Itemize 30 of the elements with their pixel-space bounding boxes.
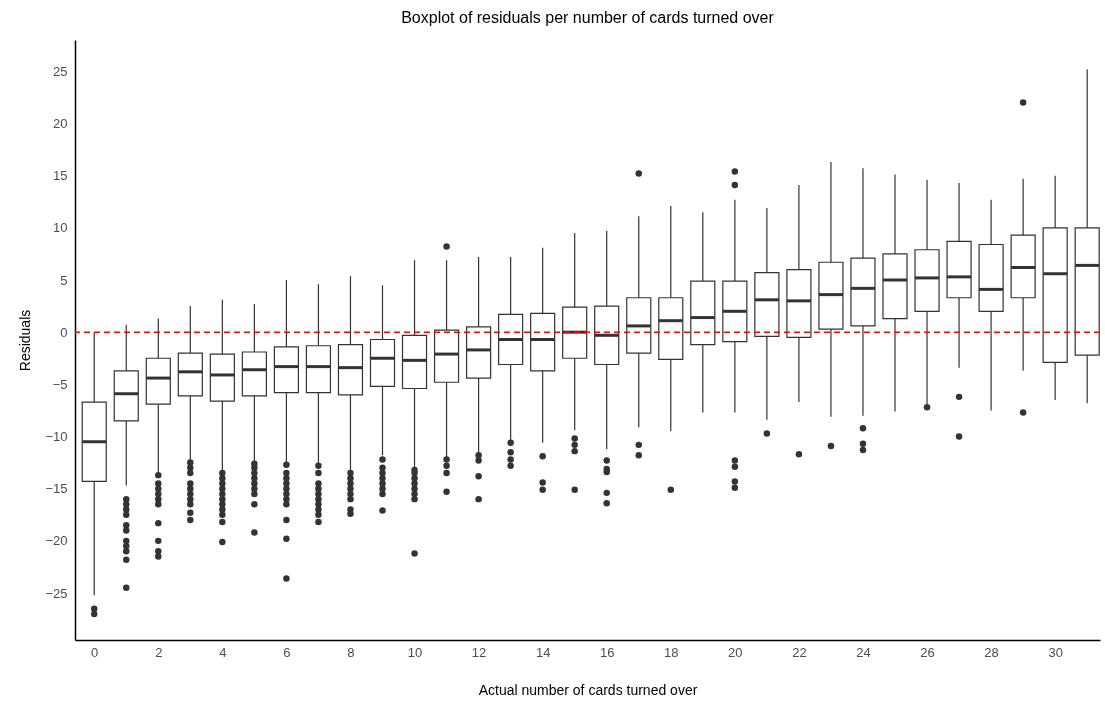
x-tick-label: 10: [407, 644, 423, 660]
x-tick-label: 2: [155, 644, 163, 660]
y-tick-label: −20: [45, 533, 68, 549]
x-tick-label: 22: [792, 644, 807, 660]
y-tick-label: 20: [53, 115, 68, 131]
x-tick-label: 12: [471, 644, 487, 660]
x-tick-label: 6: [283, 644, 291, 660]
y-tick-label: −10: [45, 429, 68, 445]
y-tick-label: −25: [45, 585, 68, 601]
y-tick-label: 5: [60, 272, 68, 288]
y-axis-title: Residuals: [17, 309, 34, 372]
y-tick-label: 15: [53, 168, 68, 184]
x-tick-label: 24: [856, 644, 871, 660]
x-tick-label: 30: [1048, 644, 1063, 660]
y-tick-label: −5: [52, 376, 68, 392]
x-tick-label: 8: [347, 644, 355, 660]
x-tick-label: 28: [984, 644, 999, 660]
x-tick-label: 20: [728, 644, 743, 660]
x-tick-label: 0: [91, 644, 99, 660]
x-tick-label: 16: [599, 644, 615, 660]
x-axis-title: Actual number of cards turned over: [478, 681, 698, 698]
y-tick-label: −15: [45, 481, 68, 497]
x-tick-label: 4: [219, 644, 227, 660]
y-tick-label: 10: [53, 220, 68, 236]
x-tick-label: 14: [535, 644, 551, 660]
y-tick-label: 0: [60, 324, 68, 340]
x-tick-label: 18: [664, 644, 679, 660]
chart-title: Boxplot of residuals per number of cards turned over: [401, 9, 775, 26]
x-tick-label: 26: [920, 644, 935, 660]
y-tick-label: 25: [53, 63, 68, 79]
